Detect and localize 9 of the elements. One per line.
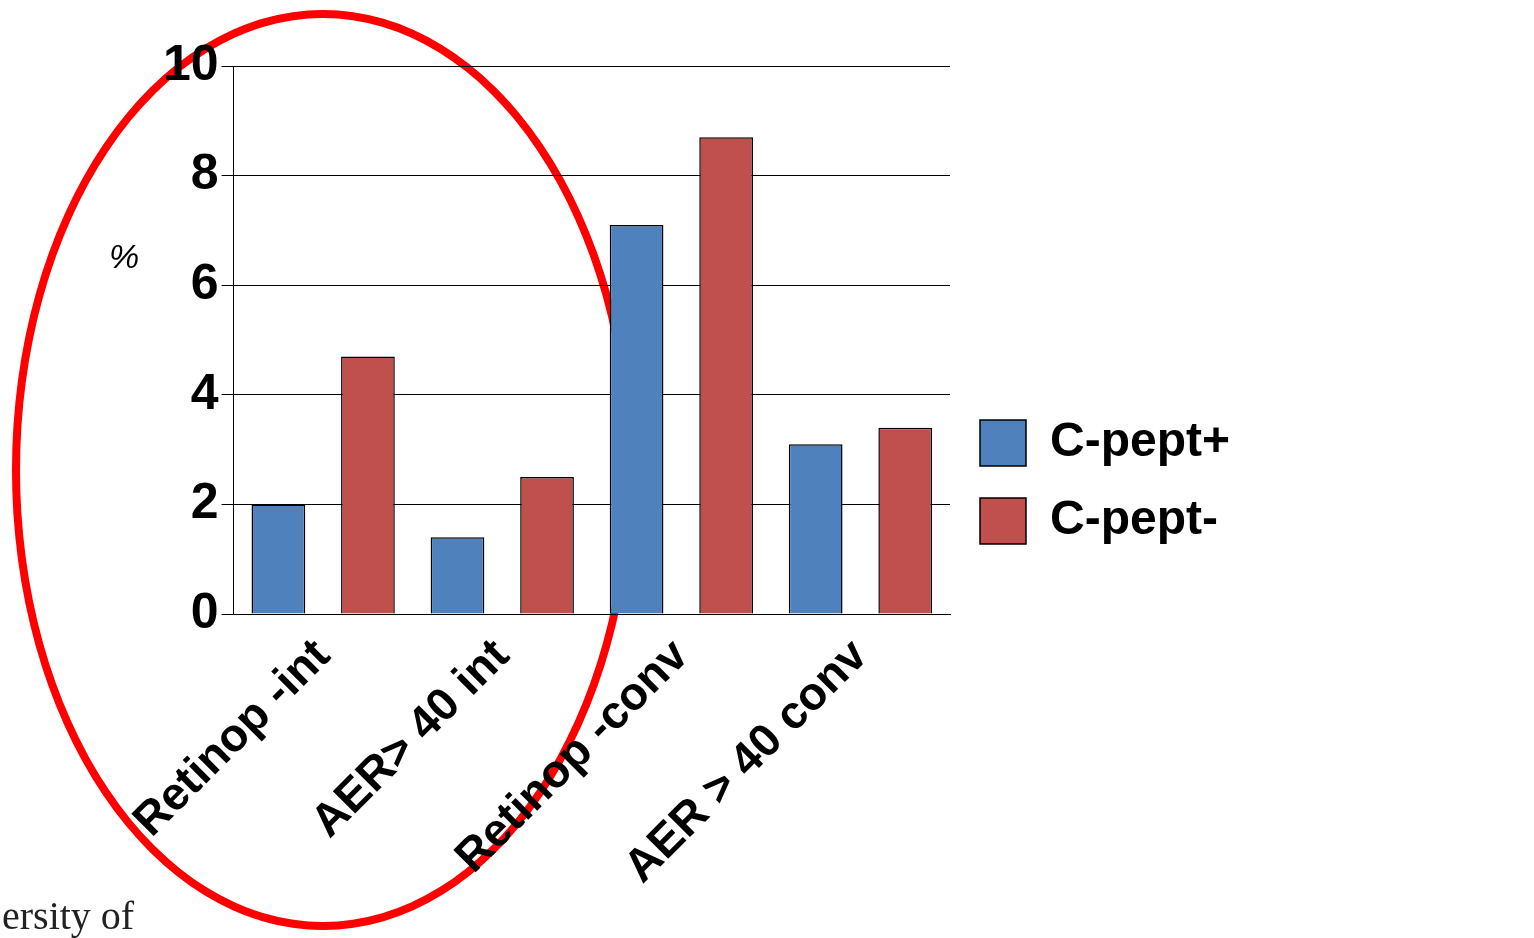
legend-label: C-pept- [1050,491,1218,545]
y-axis-title: % [108,237,140,275]
y-tick-label: 2 [190,473,219,530]
y-tick-label: 8 [190,144,219,201]
y-tick-label: 0 [190,582,219,639]
y-tick-label: 4 [190,363,219,420]
legend-label: C-pept+ [1050,413,1230,467]
text: ersity of [2,892,135,938]
y-tick-label: 6 [190,254,219,311]
